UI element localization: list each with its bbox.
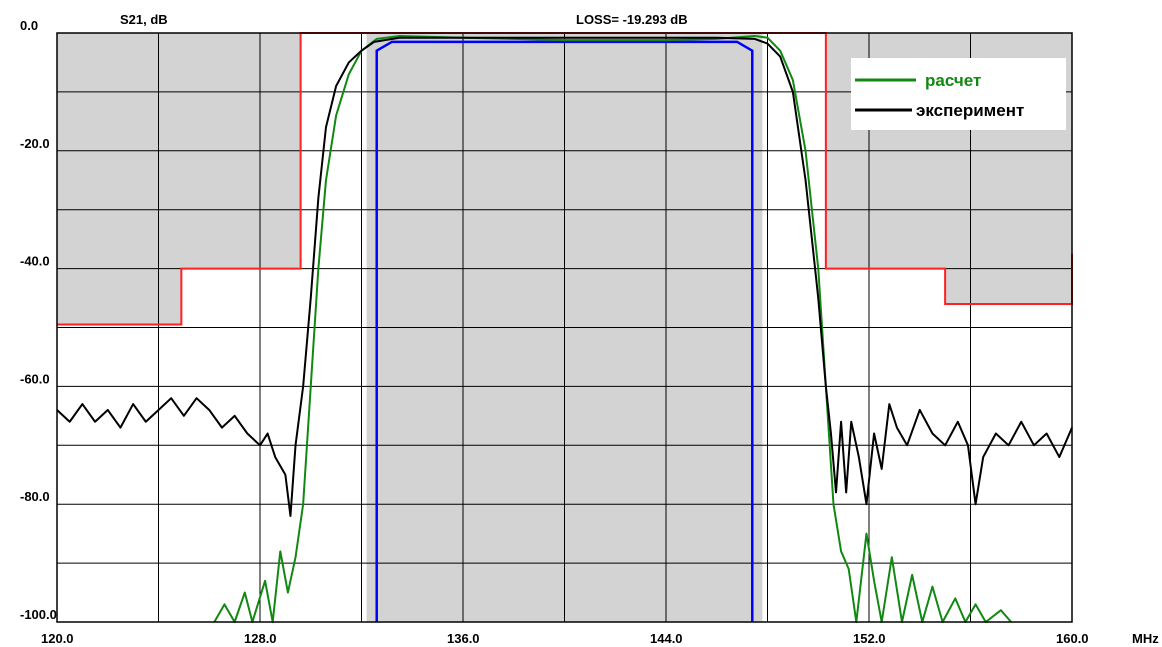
y-tick-label: -60.0: [20, 371, 50, 386]
y-tick-label: -40.0: [20, 254, 50, 269]
y-tick-label: -100.0: [20, 607, 57, 622]
x-axis-unit: MHz: [1132, 631, 1159, 646]
x-tick-label: 152.0: [853, 631, 886, 646]
chart-title: LOSS= -19.293 dB: [576, 12, 688, 27]
series-line-exp: [56, 36, 1073, 517]
x-tick-label: 136.0: [447, 631, 480, 646]
y-tick-label: 0.0: [20, 18, 38, 33]
y-tick-label: -80.0: [20, 489, 50, 504]
passband-line: [375, 40, 754, 622]
x-tick-label: 160.0: [1056, 631, 1089, 646]
x-tick-labels: 120.0 128.0 136.0 144.0 152.0 160.0: [41, 631, 1089, 646]
plot-frame: [56, 32, 1073, 623]
legend: расчет эксперимент: [851, 58, 1066, 130]
y-axis-title: S21, dB: [120, 12, 168, 27]
legend-label-calc: расчет: [925, 71, 981, 90]
y-tick-labels: 0.0 -20.0 -40.0 -60.0 -80.0 -100.0: [20, 18, 57, 622]
passband-line-group: [375, 40, 754, 622]
x-tick-label: 144.0: [650, 631, 683, 646]
x-tick-label: 128.0: [244, 631, 277, 646]
mask-region-0: [57, 33, 301, 325]
legend-box: [851, 58, 1066, 130]
y-tick-label: -20.0: [20, 136, 50, 151]
legend-label-exp: эксперимент: [916, 101, 1024, 120]
x-tick-label: 120.0: [41, 631, 74, 646]
